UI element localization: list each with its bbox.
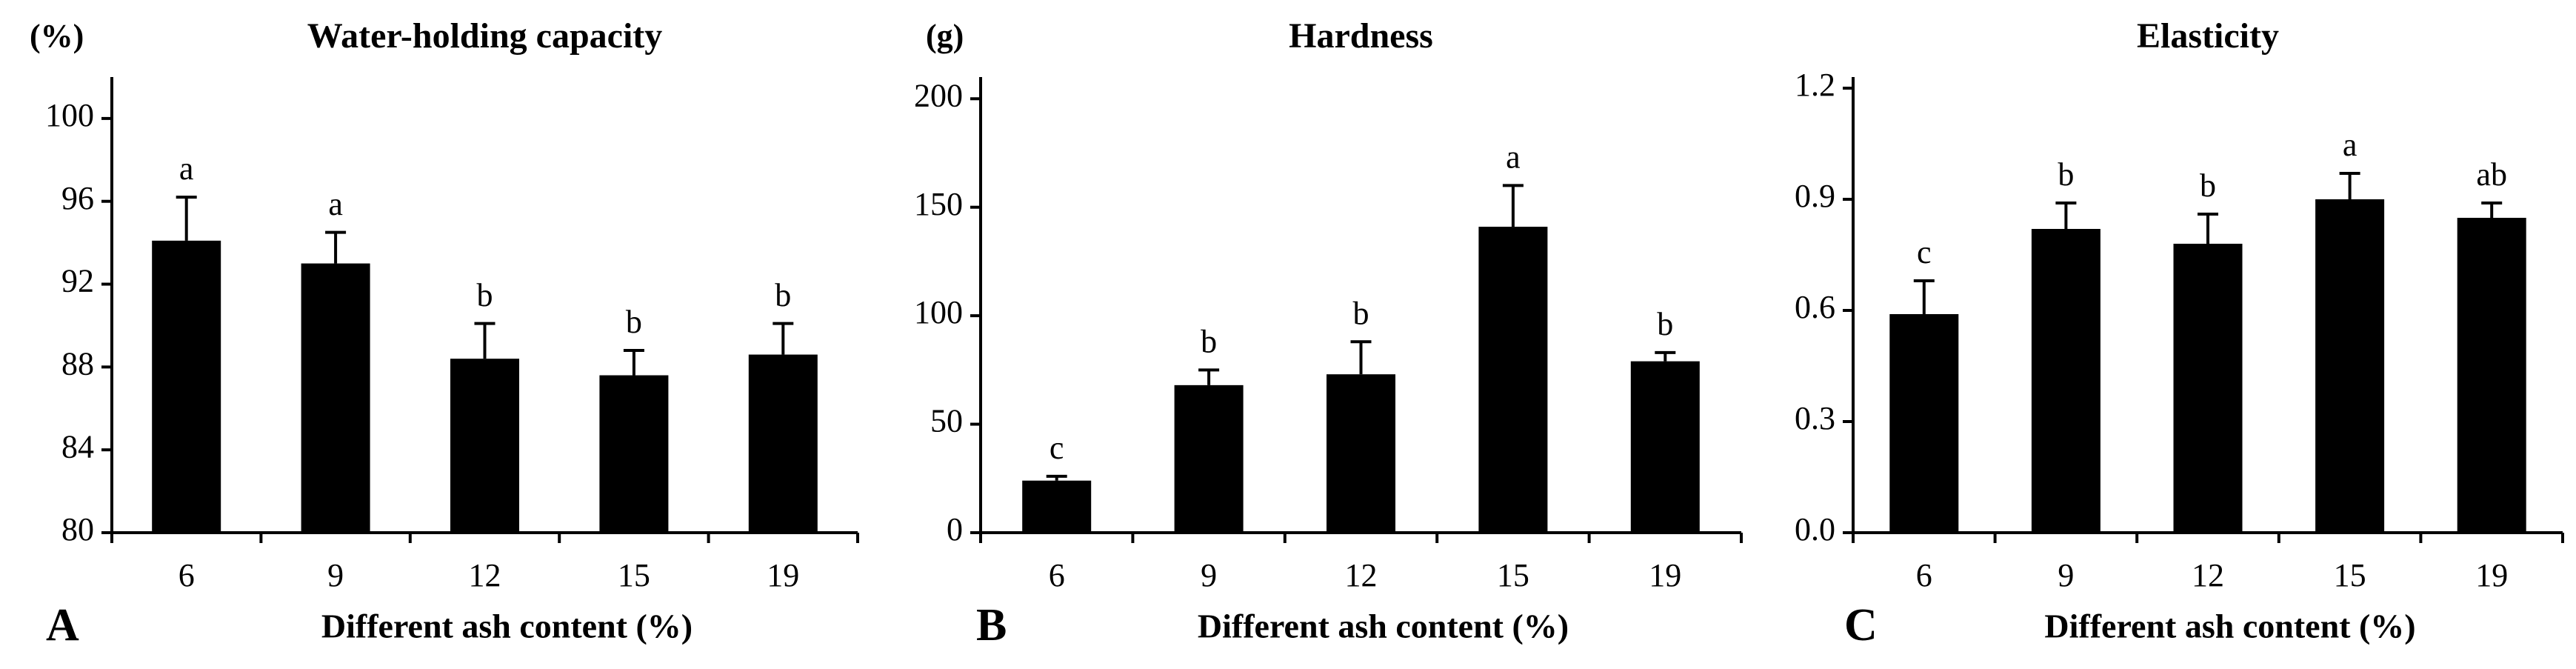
bar <box>1889 314 1959 533</box>
panel-letter: B <box>976 600 1007 650</box>
y-tick-label: 0.6 <box>1795 289 1835 325</box>
x-axis-label: Different ash content (%) <box>2044 608 2415 645</box>
x-tick-label: 15 <box>618 557 650 593</box>
x-tick-label: 9 <box>327 557 344 593</box>
error-bar <box>2339 172 2360 199</box>
error-bar <box>2198 213 2218 244</box>
y-tick-label: 88 <box>61 345 94 382</box>
significance-letter: b <box>626 304 642 340</box>
significance-letter: c <box>1050 430 1064 466</box>
error-bar <box>1502 184 1524 227</box>
bar <box>2315 199 2385 533</box>
x-tick-label: 15 <box>2334 557 2366 593</box>
x-tick-label: 19 <box>1649 557 1681 593</box>
error-bar <box>623 349 644 376</box>
x-tick-label: 15 <box>1497 557 1529 593</box>
y-tick-label: 0 <box>947 511 963 547</box>
bar <box>1327 374 1395 533</box>
bar <box>2173 244 2243 533</box>
significance-letter: a <box>179 150 194 187</box>
panel-letter: A <box>46 600 79 650</box>
significance-letter: a <box>1506 139 1521 176</box>
x-tick-label: 19 <box>2475 557 2508 593</box>
error-bar <box>1655 350 1676 362</box>
significance-letter: ab <box>2476 156 2507 193</box>
y-tick-label: 92 <box>61 263 94 299</box>
error-bar <box>1350 340 1372 375</box>
x-tick-label: 9 <box>2058 557 2074 593</box>
x-tick-label: 19 <box>767 557 799 593</box>
bar <box>1022 480 1092 533</box>
bar <box>2457 218 2526 533</box>
x-tick-label: 9 <box>1201 557 1217 593</box>
chart-title: Water-holding capacity <box>307 16 663 56</box>
bar <box>1174 385 1244 533</box>
error-bar <box>1198 368 1220 385</box>
x-axis-label: Different ash content (%) <box>321 608 693 645</box>
x-tick-label: 12 <box>1345 557 1378 593</box>
y-unit: (%) <box>30 18 84 54</box>
significance-letter: b <box>1353 295 1369 331</box>
bar <box>599 375 669 533</box>
error-bar <box>1913 279 1935 314</box>
bar <box>2031 229 2100 533</box>
bar <box>152 240 221 533</box>
bar <box>1478 227 1548 533</box>
y-tick-label: 84 <box>61 428 94 465</box>
significance-letter: b <box>1657 306 1673 342</box>
x-tick-label: 12 <box>469 557 501 593</box>
error-bar <box>773 322 794 355</box>
chart-title: Hardness <box>1289 16 1433 56</box>
significance-letter: b <box>477 277 493 313</box>
error-bar <box>474 322 495 359</box>
y-tick-label: 0.9 <box>1795 178 1835 214</box>
bar <box>301 263 370 533</box>
error-bar <box>325 230 347 264</box>
bar <box>748 354 818 533</box>
y-tick-label: 100 <box>914 294 963 330</box>
chart-title: Elasticity <box>2137 16 2279 56</box>
bar <box>450 359 519 533</box>
y-tick-label: 0.3 <box>1795 400 1835 436</box>
y-tick-label: 150 <box>914 186 963 222</box>
error-bar <box>2481 202 2503 218</box>
x-axis-label: Different ash content (%) <box>1198 608 1569 645</box>
significance-letter: b <box>1201 323 1217 359</box>
bar <box>1630 361 1700 533</box>
error-bar <box>176 196 197 241</box>
x-tick-label: 12 <box>2192 557 2224 593</box>
error-bar <box>1046 474 1067 481</box>
significance-letter: a <box>2343 127 2358 163</box>
significance-letter: c <box>1917 234 1932 270</box>
x-tick-label: 6 <box>178 557 195 593</box>
y-tick-label: 1.2 <box>1795 67 1835 103</box>
significance-letter: b <box>2058 156 2074 193</box>
y-tick-label: 200 <box>914 77 963 113</box>
significance-letter: b <box>775 277 791 313</box>
x-tick-label: 6 <box>1916 557 1932 593</box>
error-bar <box>2055 202 2077 229</box>
significance-letter: b <box>2200 167 2216 204</box>
x-tick-label: 6 <box>1049 557 1065 593</box>
y-unit: (g) <box>926 18 964 54</box>
y-tick-label: 100 <box>45 97 94 133</box>
y-tick-label: 96 <box>61 180 94 216</box>
y-tick-label: 0.0 <box>1795 511 1835 547</box>
significance-letter: a <box>328 186 343 222</box>
y-tick-label: 80 <box>61 511 94 547</box>
y-tick-label: 50 <box>930 403 963 439</box>
panel-letter: C <box>1844 600 1878 650</box>
